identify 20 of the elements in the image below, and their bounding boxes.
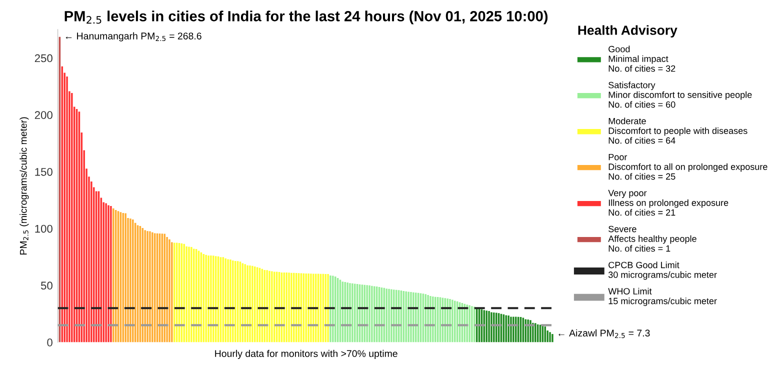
legend-label: Very poor Illness on prolonged exposure No. of cities = 21	[608, 190, 728, 216]
legend-label: Poor Discomfort to all on prolonged exposure No. of cities = 25	[608, 154, 768, 180]
annotation: ← Hanumangarh PM$_{2.5}$ = 268.6	[66, 32, 202, 42]
chart-title: PM$_{2.5}$ levels in cities of India for the last 24 hours (Nov 01, 2025 10:00)	[64, 10, 548, 24]
legend-label: CPCB Good Limit 30 micrograms/cubic meter	[608, 262, 717, 280]
legend-label: Severe Affects healthy people No. of cities = 1	[608, 226, 696, 252]
y-tick-label: 250	[34, 54, 52, 62]
y-tick-label: 50	[40, 282, 52, 290]
legend-label: Good Minimal impact No. of cities = 32	[608, 46, 676, 72]
x-axis-title: Hourly data for monitors with >70% uptime	[215, 350, 398, 359]
legend-title: Health Advisory	[578, 25, 678, 38]
y-axis-title: PM$_{2.5}$ (micrograms/cubic meter)	[20, 117, 29, 254]
legend-label: Moderate Discomfort to people with diseases No. of cities = 64	[608, 118, 748, 144]
legend-label: WHO Limit 15 micrograms/cubic meter	[608, 288, 717, 306]
y-tick-label: 150	[35, 168, 52, 176]
y-tick-label: 0	[47, 338, 52, 346]
text: ← Aizawl PM$_{2.5}$ = 7.3	[558, 329, 650, 338]
legend-label: Satisfactory Minor discomfort to sensitive people No. of cities = 60	[608, 82, 752, 108]
y-tick-label: 200	[34, 111, 52, 120]
y-tick-label: 100	[35, 224, 52, 233]
